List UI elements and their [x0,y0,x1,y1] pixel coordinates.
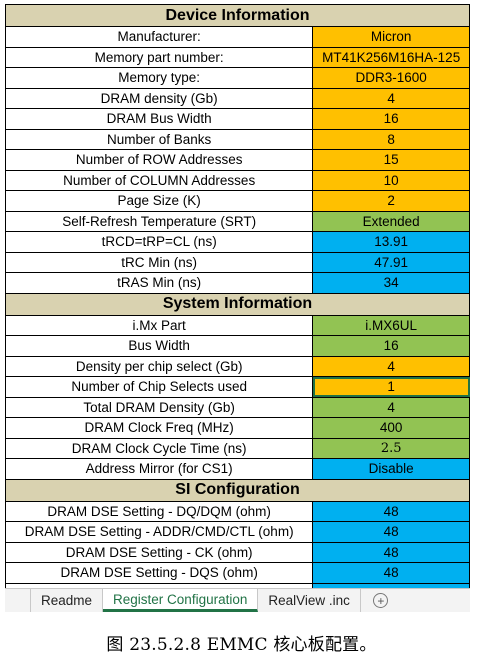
row-label-cell[interactable]: i.Mx Part [6,315,314,335]
row-value-cell[interactable]: 34 [313,273,470,293]
row-label-cell[interactable]: tRC Min (ns) [6,252,314,272]
row-label-cell[interactable]: DRAM Clock Freq (MHz) [6,418,314,438]
table-row: tRAS Min (ns) 34 [6,273,470,294]
sheet-tab[interactable]: Register Configuration [103,589,259,612]
row-label-cell[interactable]: DRAM density (Gb) [6,88,314,108]
row-label-cell[interactable]: Manufacturer: [6,27,314,47]
row-value-cell[interactable]: Disable [313,459,470,479]
row-value-cell[interactable]: 2.5 [313,438,470,458]
row-label-cell[interactable]: DRAM DSE Setting - DQS (ohm) [6,563,314,583]
sheet-tab[interactable]: Readme [31,589,104,612]
row-value-cell[interactable]: 48 [313,522,470,542]
table-row: Memory part number: MT41K256M16HA-125 [6,47,470,68]
table-row: Density per chip select (Gb) 4 [6,356,470,377]
selected-value-cell[interactable]: 1 [313,377,470,397]
table-row: Bus Width 16 [6,336,470,357]
row-value-cell[interactable]: 47.91 [313,252,470,272]
figure-caption: 图 23.5.2.8 EMMC 核心板配置。 [106,635,377,655]
sheet-tab[interactable]: RealView .inc [258,589,361,612]
sheet-tab-bar: Readme Register Configuration RealView .in… [5,588,470,612]
row-value-cell[interactable]: 15 [313,150,470,170]
row-value-cell[interactable]: Extended [313,211,470,231]
row-value-cell[interactable]: 400 [313,418,470,438]
row-label-cell[interactable]: DRAM DSE Setting - ADDR/CMD/CTL (ohm) [6,522,314,542]
table-row: DRAM Clock Freq (MHz) 400 [6,418,470,439]
table-row: Number of Chip Selects used 1 [6,377,470,398]
row-value-cell[interactable]: 2 [313,191,470,211]
row-value-cell[interactable]: 13.91 [313,232,470,252]
table-row: tRC Min (ns) 47.91 [6,252,470,273]
row-value-cell[interactable]: 4 [313,397,470,417]
row-value-cell[interactable]: 16 [313,109,470,129]
row-label-cell[interactable]: Address Mirror (for CS1) [6,459,314,479]
row-value-cell[interactable]: MT41K256M16HA-125 [313,47,470,67]
row-value-cell[interactable]: 4 [313,88,470,108]
row-value-cell[interactable]: 16 [313,336,470,356]
section-header[interactable]: SI Configuration [6,479,470,502]
table-row: Address Mirror (for CS1) Disable [6,459,470,480]
row-value-cell[interactable]: 4 [313,356,470,376]
row-label-cell[interactable]: Number of Chip Selects used [6,377,314,397]
spreadsheet-grid: Device Information Manufacturer: Micron Mem… [5,4,470,604]
row-label-cell[interactable]: DRAM DSE Setting - CK (ohm) [6,542,314,562]
row-label-cell[interactable]: tRCD=tRP=CL (ns) [6,232,314,252]
table-row: DRAM DSE Setting - DQS (ohm) 48 [6,563,470,584]
row-value-cell[interactable]: i.MX6UL [313,315,470,335]
table-row: DRAM DSE Setting - DQ/DQM (ohm) 48 [6,501,470,522]
table-row: Number of COLUMN Addresses 10 [6,170,470,191]
row-label-cell[interactable]: Density per chip select (Gb) [6,356,314,376]
row-value-cell[interactable]: Micron [313,27,470,47]
row-label-cell[interactable]: Memory type: [6,68,314,88]
row-label-cell[interactable]: Number of COLUMN Addresses [6,170,314,190]
row-value-cell[interactable]: 48 [313,542,470,562]
table-row: Total DRAM Density (Gb) 4 [6,397,470,418]
table-row: i.Mx Part i.MX6UL [6,315,470,336]
row-label-cell[interactable]: Self-Refresh Temperature (SRT) [6,211,314,231]
table-row: DRAM Clock Cycle Time (ns) 2.5 [6,438,470,459]
row-value-cell[interactable]: 8 [313,129,470,149]
tab-scroll-area [5,589,31,612]
table-row: Number of Banks 8 [6,129,470,150]
table-row: Manufacturer: Micron [6,27,470,48]
table-row: tRCD=tRP=CL (ns) 13.91 [6,232,470,253]
table-row: Memory type: DDR3-1600 [6,68,470,89]
row-label-cell[interactable]: DRAM Clock Cycle Time (ns) [6,438,314,458]
table-row: DRAM density (Gb) 4 [6,88,470,109]
row-label-cell[interactable]: tRAS Min (ns) [6,273,314,293]
row-label-cell[interactable]: Memory part number: [6,47,314,67]
table-row: Self-Refresh Temperature (SRT) Extended [6,211,470,232]
plus-circle-icon: + [373,593,389,608]
row-value-cell[interactable]: DDR3-1600 [313,68,470,88]
row-label-cell[interactable]: Number of ROW Addresses [6,150,314,170]
row-label-cell[interactable]: DRAM Bus Width [6,109,314,129]
table-row: Number of ROW Addresses 15 [6,150,470,171]
sheet-tabs: Readme Register Configuration RealView .in… [31,589,361,612]
table-row: Page Size (K) 2 [6,191,470,212]
row-label-cell[interactable]: Total DRAM Density (Gb) [6,397,314,417]
table-row: DRAM DSE Setting - CK (ohm) 48 [6,542,470,563]
section-header[interactable]: Device Information [6,5,470,27]
row-label-cell[interactable]: Number of Banks [6,129,314,149]
row-value-cell[interactable]: 48 [313,501,470,521]
table-row: DRAM Bus Width 16 [6,109,470,130]
row-value-cell[interactable]: 48 [313,563,470,583]
add-sheet-button[interactable]: + [361,589,401,612]
row-label-cell[interactable]: Page Size (K) [6,191,314,211]
table-row: DRAM DSE Setting - ADDR/CMD/CTL (ohm) 48 [6,522,470,543]
section-header[interactable]: System Information [6,293,470,316]
row-value-cell[interactable]: 10 [313,170,470,190]
row-label-cell[interactable]: DRAM DSE Setting - DQ/DQM (ohm) [6,501,314,521]
row-label-cell[interactable]: Bus Width [6,336,314,356]
